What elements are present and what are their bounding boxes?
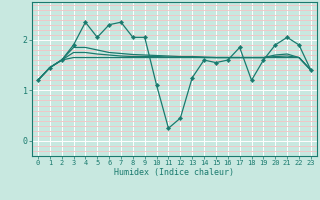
X-axis label: Humidex (Indice chaleur): Humidex (Indice chaleur) — [115, 168, 234, 177]
